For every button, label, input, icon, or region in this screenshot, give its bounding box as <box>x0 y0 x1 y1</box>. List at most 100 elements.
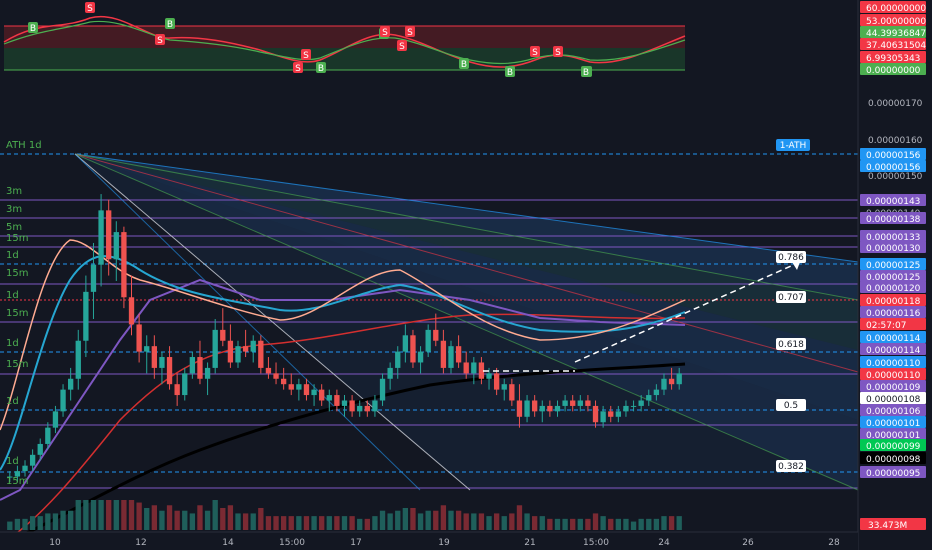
osc-badge-text: 37.40631504 <box>866 41 926 51</box>
candle-body <box>212 329 218 368</box>
candle-body <box>37 443 43 455</box>
osc-badge-text: 53.00000000 <box>866 17 926 27</box>
volume-bar <box>37 516 43 530</box>
price-badge <box>860 281 926 293</box>
candle-body <box>440 340 447 368</box>
price-badge-text: 0.00000108 <box>866 395 921 405</box>
volume-bar <box>357 518 363 530</box>
signal-text: B <box>583 68 589 78</box>
volume-bar <box>250 513 256 530</box>
candle-body <box>562 400 568 406</box>
candle-body <box>334 395 340 406</box>
candle-body <box>379 378 386 401</box>
volume-bar <box>311 516 317 530</box>
candle-body <box>615 411 622 417</box>
candle-body <box>524 400 530 417</box>
price-badge <box>860 404 926 416</box>
volume-bar <box>98 500 104 530</box>
volume-bar <box>372 516 378 530</box>
drawn-trendlines <box>483 261 801 372</box>
signal-badge <box>28 22 38 33</box>
osc-badge <box>860 14 926 26</box>
candle-body <box>121 232 127 298</box>
candle-body <box>486 373 492 379</box>
volume-bar <box>258 507 264 530</box>
signal-badge <box>85 2 95 13</box>
volume-bar <box>326 516 332 530</box>
volume-bar <box>136 502 142 530</box>
volume-bar <box>532 516 538 530</box>
candle-body <box>29 454 36 466</box>
signal-text: S <box>157 36 163 46</box>
signal-text: S <box>87 4 93 14</box>
signal-badge <box>293 62 303 73</box>
volume-bar <box>402 507 409 530</box>
candle-body <box>258 340 264 368</box>
candle-body <box>668 378 675 385</box>
y-tick-label: 0.00000150 <box>868 172 923 182</box>
signal-badge <box>380 26 390 37</box>
timeframe-label: 3m <box>6 204 22 215</box>
fib-badge <box>776 291 806 303</box>
volume-bar <box>463 513 469 530</box>
candle-body <box>136 324 142 352</box>
candle-body <box>349 400 355 412</box>
fib-label: 0.5 <box>784 401 798 411</box>
osc-badge-text: 0.00000000 <box>866 66 921 76</box>
timeframe-label: 15m <box>6 359 28 370</box>
signal-text: B <box>167 20 173 30</box>
volume-bar <box>486 516 492 530</box>
volume-badge <box>860 518 926 530</box>
fib-label: 0.618 <box>778 340 804 350</box>
ath-badge-text: 1-ATH <box>780 141 807 151</box>
signal-text: B <box>461 60 467 70</box>
candle-body <box>75 340 81 379</box>
signal-text: S <box>407 28 413 38</box>
timeframe-label: 1d <box>6 396 19 407</box>
volume-bar <box>539 516 545 530</box>
price-badge-text: 0.00000095 <box>866 469 920 479</box>
volume-bar <box>433 510 439 530</box>
price-badge-text: 0.00000106 <box>866 407 921 417</box>
price-badge-text: 0.00000120 <box>866 284 921 294</box>
volume-bar <box>600 516 606 530</box>
candle-body <box>630 405 637 407</box>
y-tick-label: 0.00000160 <box>868 136 923 146</box>
price-badge-text: 0.00000130 <box>866 244 921 254</box>
volume-bars <box>7 500 682 530</box>
volume-bar <box>220 507 226 530</box>
volume-bar <box>14 518 21 530</box>
price-badge-text: 0.00000099 <box>866 442 921 452</box>
volume-bar <box>182 510 188 530</box>
candle-body <box>14 471 21 477</box>
candle-body <box>592 405 599 423</box>
fib-badge <box>776 251 806 263</box>
candle-body <box>372 400 378 412</box>
volume-bar <box>212 500 218 530</box>
volume-bar <box>45 513 51 530</box>
osc-badge <box>860 51 926 63</box>
volume-bar <box>90 500 97 530</box>
volume-bar <box>341 516 348 530</box>
candle-body <box>653 389 660 396</box>
candle-body <box>516 400 523 417</box>
signal-text: S <box>399 42 405 52</box>
price-badge <box>860 270 926 282</box>
volume-bar <box>280 516 287 530</box>
osc-badge <box>860 38 926 50</box>
x-tick-label: 24 <box>658 538 670 548</box>
signal-badge <box>165 18 175 29</box>
volume-bar <box>410 507 416 530</box>
volume-bar <box>387 513 393 530</box>
candle-body <box>326 395 332 401</box>
volume-bar <box>524 513 530 530</box>
volume-bar <box>60 510 66 530</box>
candle-body <box>67 378 74 390</box>
signal-text: S <box>295 64 301 74</box>
candle-body <box>197 357 203 379</box>
signal-badge <box>397 40 407 51</box>
osc-badge-text: 44.39936847 <box>866 29 926 39</box>
candle-body <box>448 346 454 368</box>
price-badge-text: 0.00000098 <box>866 455 921 465</box>
